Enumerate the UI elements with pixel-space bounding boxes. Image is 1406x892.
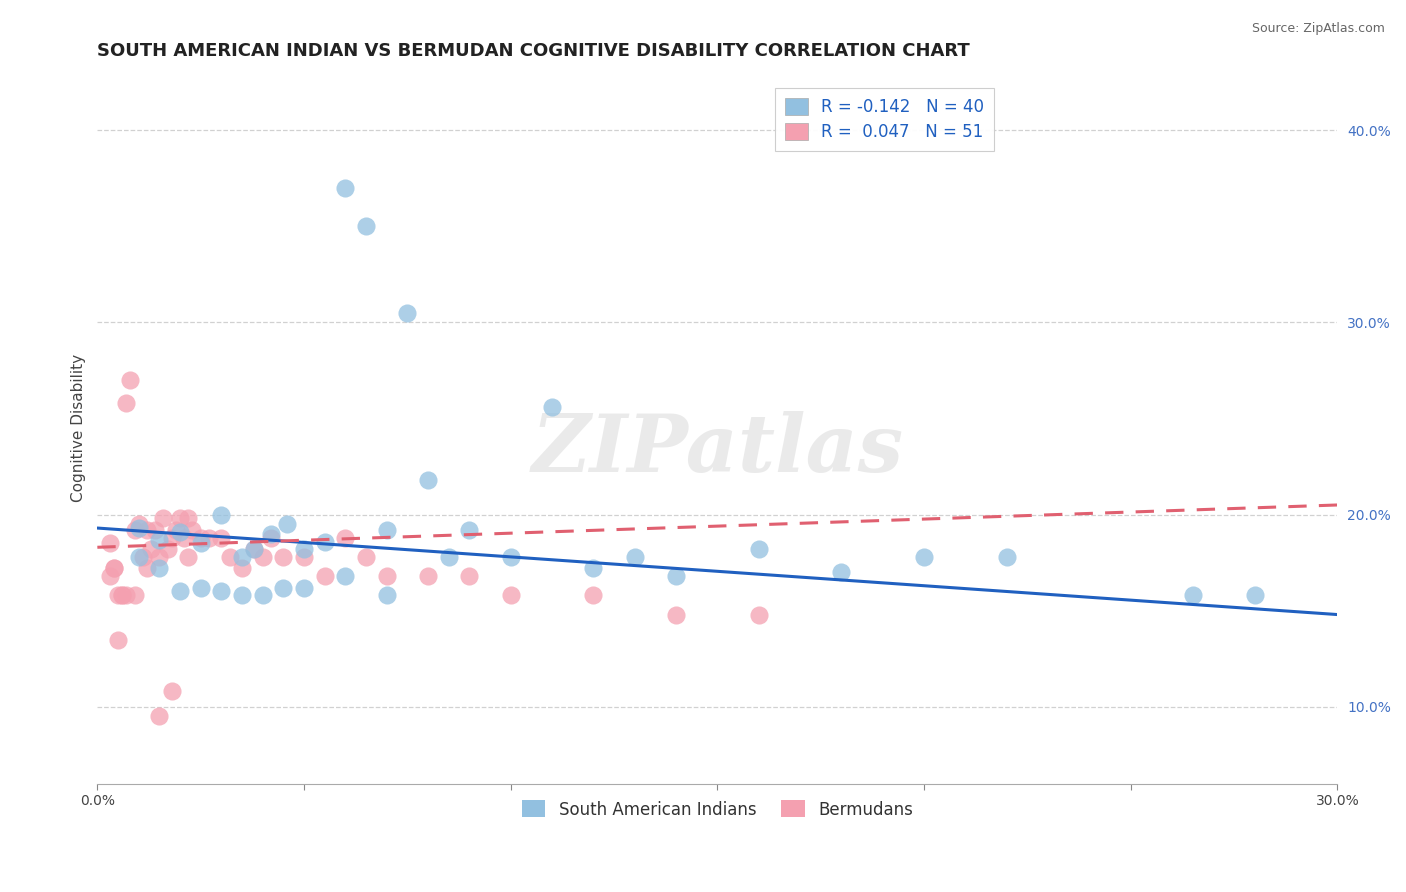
Point bbox=[665, 569, 688, 583]
Point bbox=[152, 511, 174, 525]
Point bbox=[169, 524, 191, 539]
Point bbox=[276, 517, 298, 532]
Point bbox=[335, 569, 357, 583]
Y-axis label: Cognitive Disability: Cognitive Disability bbox=[72, 354, 86, 502]
Point bbox=[120, 373, 142, 387]
Point bbox=[165, 523, 187, 537]
Point bbox=[115, 396, 138, 410]
Point bbox=[375, 569, 398, 583]
Point bbox=[103, 561, 125, 575]
Point bbox=[314, 569, 336, 583]
Point bbox=[231, 561, 253, 575]
Point bbox=[314, 534, 336, 549]
Point bbox=[190, 536, 212, 550]
Point bbox=[995, 549, 1018, 564]
Point bbox=[396, 306, 419, 320]
Point bbox=[98, 536, 121, 550]
Point bbox=[541, 400, 564, 414]
Point bbox=[209, 508, 232, 522]
Point bbox=[335, 531, 357, 545]
Point bbox=[148, 549, 170, 564]
Point bbox=[124, 523, 146, 537]
Point bbox=[103, 561, 125, 575]
Point bbox=[458, 569, 481, 583]
Point bbox=[181, 523, 204, 537]
Point bbox=[160, 531, 183, 545]
Point bbox=[148, 561, 170, 575]
Point bbox=[148, 533, 170, 547]
Point bbox=[128, 521, 150, 535]
Point bbox=[830, 566, 852, 580]
Point bbox=[1181, 588, 1204, 602]
Point bbox=[748, 607, 770, 622]
Point bbox=[273, 581, 295, 595]
Point bbox=[124, 588, 146, 602]
Point bbox=[243, 542, 266, 557]
Point bbox=[198, 531, 221, 545]
Point bbox=[623, 549, 645, 564]
Point bbox=[177, 511, 200, 525]
Point bbox=[335, 181, 357, 195]
Point bbox=[128, 549, 150, 564]
Point bbox=[912, 549, 935, 564]
Point bbox=[136, 561, 159, 575]
Point bbox=[107, 632, 129, 647]
Point bbox=[260, 526, 283, 541]
Point bbox=[209, 531, 232, 545]
Point bbox=[437, 549, 460, 564]
Text: SOUTH AMERICAN INDIAN VS BERMUDAN COGNITIVE DISABILITY CORRELATION CHART: SOUTH AMERICAN INDIAN VS BERMUDAN COGNIT… bbox=[97, 42, 970, 60]
Point bbox=[231, 549, 253, 564]
Point bbox=[252, 549, 274, 564]
Text: Source: ZipAtlas.com: Source: ZipAtlas.com bbox=[1251, 22, 1385, 36]
Point bbox=[209, 584, 232, 599]
Point bbox=[169, 511, 191, 525]
Point bbox=[218, 549, 240, 564]
Point bbox=[111, 588, 134, 602]
Point bbox=[416, 569, 439, 583]
Point bbox=[292, 542, 315, 557]
Point bbox=[665, 607, 688, 622]
Point bbox=[499, 549, 522, 564]
Point bbox=[416, 473, 439, 487]
Point bbox=[143, 523, 166, 537]
Point bbox=[107, 588, 129, 602]
Point bbox=[375, 588, 398, 602]
Point bbox=[177, 549, 200, 564]
Point bbox=[292, 581, 315, 595]
Point bbox=[115, 588, 138, 602]
Point bbox=[98, 569, 121, 583]
Point bbox=[231, 588, 253, 602]
Point bbox=[1243, 588, 1265, 602]
Point bbox=[173, 531, 195, 545]
Point bbox=[139, 542, 162, 557]
Text: ZIPatlas: ZIPatlas bbox=[531, 410, 904, 488]
Point bbox=[252, 588, 274, 602]
Point bbox=[354, 549, 377, 564]
Point bbox=[243, 542, 266, 557]
Point bbox=[190, 581, 212, 595]
Point bbox=[190, 531, 212, 545]
Point bbox=[156, 542, 179, 557]
Point bbox=[458, 523, 481, 537]
Point bbox=[582, 588, 605, 602]
Point bbox=[136, 523, 159, 537]
Point bbox=[354, 219, 377, 234]
Point bbox=[160, 684, 183, 698]
Point bbox=[148, 709, 170, 723]
Point bbox=[748, 542, 770, 557]
Point bbox=[111, 588, 134, 602]
Point bbox=[260, 531, 283, 545]
Point bbox=[128, 517, 150, 532]
Point bbox=[132, 549, 155, 564]
Point bbox=[273, 549, 295, 564]
Point bbox=[499, 588, 522, 602]
Point bbox=[292, 549, 315, 564]
Legend: South American Indians, Bermudans: South American Indians, Bermudans bbox=[515, 794, 920, 825]
Point bbox=[169, 584, 191, 599]
Point bbox=[582, 561, 605, 575]
Point bbox=[375, 523, 398, 537]
